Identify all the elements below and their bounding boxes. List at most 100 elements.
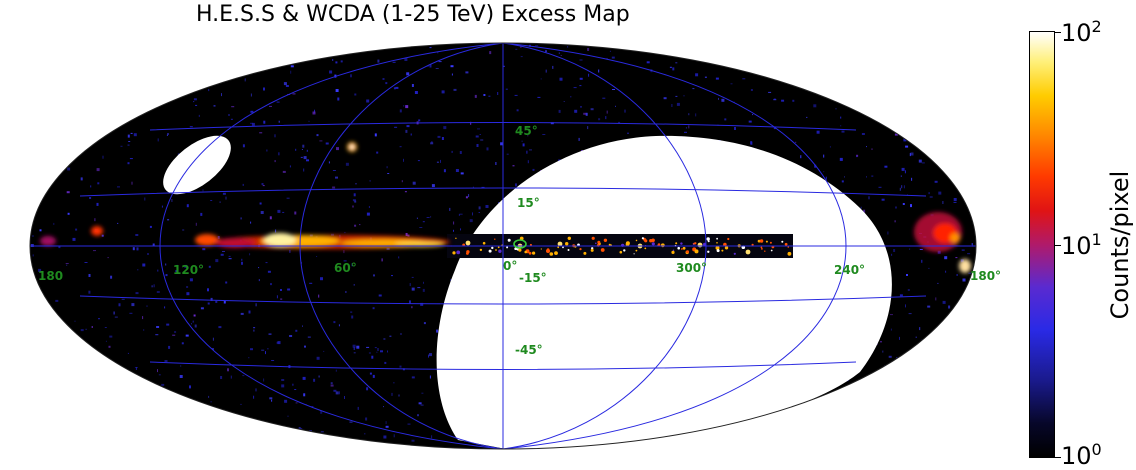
noise-speckle (55, 299, 59, 302)
strip-source (495, 249, 497, 251)
noise-speckle (567, 46, 569, 48)
noise-speckle (152, 243, 155, 246)
noise-speckle (468, 194, 470, 198)
lat-label-15: 15° (517, 196, 540, 210)
noise-speckle (866, 146, 867, 148)
noise-speckle (131, 181, 133, 185)
noise-speckle (376, 351, 378, 353)
noise-speckle (186, 286, 189, 288)
noise-speckle (354, 200, 357, 203)
noise-speckle (208, 395, 210, 398)
noise-speckle (861, 133, 865, 135)
noise-speckle (453, 221, 455, 225)
noise-speckle (104, 327, 107, 328)
noise-speckle (905, 304, 906, 308)
noise-speckle (426, 65, 429, 67)
noise-speckle (261, 349, 265, 351)
strip-source (452, 251, 456, 255)
noise-speckle (269, 216, 272, 220)
noise-speckle (135, 234, 139, 236)
noise-speckle (75, 228, 78, 231)
noise-speckle (250, 110, 254, 113)
noise-speckle (306, 149, 308, 152)
noise-speckle (884, 165, 888, 168)
noise-speckle (429, 353, 432, 357)
noise-speckle (281, 384, 285, 388)
noise-speckle (101, 234, 104, 237)
noise-speckle (437, 135, 441, 138)
strip-source (682, 246, 686, 250)
noise-speckle (295, 329, 298, 332)
noise-speckle (158, 374, 161, 376)
noise-speckle (896, 357, 898, 358)
noise-speckle (135, 367, 137, 370)
noise-speckle (866, 176, 867, 178)
noise-speckle (202, 248, 206, 251)
noise-speckle (210, 200, 213, 201)
noise-speckle (280, 289, 282, 291)
noise-speckle (280, 298, 283, 300)
strip-source (651, 242, 655, 246)
noise-speckle (251, 122, 255, 126)
noise-speckle (372, 307, 375, 310)
noise-speckle (276, 101, 280, 103)
noise-speckle (816, 130, 820, 134)
noise-speckle (919, 249, 923, 250)
noise-speckle (127, 134, 130, 138)
noise-speckle (431, 435, 433, 439)
noise-speckle (540, 78, 542, 80)
noise-speckle (353, 352, 356, 354)
noise-speckle (928, 267, 930, 269)
noise-speckle (909, 153, 911, 157)
strip-source (764, 250, 766, 252)
noise-speckle (928, 192, 930, 195)
noise-speckle (437, 52, 439, 54)
noise-speckle (332, 59, 334, 61)
noise-speckle (948, 305, 951, 309)
strip-source (625, 241, 630, 246)
noise-speckle (350, 311, 353, 313)
noise-speckle (907, 289, 910, 291)
noise-speckle (182, 229, 185, 231)
noise-speckle (274, 134, 276, 138)
noise-speckle (927, 305, 931, 308)
noise-speckle (474, 94, 477, 98)
noise-speckle (271, 360, 275, 361)
noise-speckle (438, 61, 442, 63)
noise-speckle (319, 140, 323, 142)
noise-speckle (460, 228, 461, 231)
noise-speckle (881, 198, 885, 201)
noise-speckle (359, 224, 361, 226)
noise-speckle (515, 48, 518, 50)
noise-speckle (688, 125, 690, 129)
noise-speckle (374, 347, 377, 349)
noise-speckle (961, 249, 965, 251)
noise-speckle (302, 144, 305, 148)
noise-speckle (806, 116, 808, 118)
strip-source (787, 246, 790, 248)
noise-speckle (320, 410, 323, 414)
noise-speckle (177, 153, 180, 155)
noise-speckle (935, 297, 937, 301)
strip-source (488, 249, 492, 253)
noise-speckle (129, 158, 133, 160)
noise-speckle (302, 325, 303, 327)
noise-speckle (240, 403, 242, 405)
noise-speckle (430, 216, 432, 218)
noise-speckle (66, 264, 68, 266)
noise-speckle (151, 285, 153, 288)
noise-speckle (863, 209, 866, 213)
strip-source (716, 237, 718, 240)
noise-speckle (330, 382, 333, 385)
noise-speckle (316, 134, 319, 137)
strip-source (557, 246, 560, 249)
noise-speckle (260, 211, 264, 214)
noise-speckle (839, 157, 843, 161)
noise-speckle (573, 87, 577, 89)
noise-speckle (267, 270, 271, 273)
noise-speckle (300, 156, 303, 158)
noise-speckle (369, 180, 371, 182)
noise-speckle (263, 87, 265, 91)
noise-speckle (675, 62, 678, 64)
noise-speckle (212, 337, 214, 341)
